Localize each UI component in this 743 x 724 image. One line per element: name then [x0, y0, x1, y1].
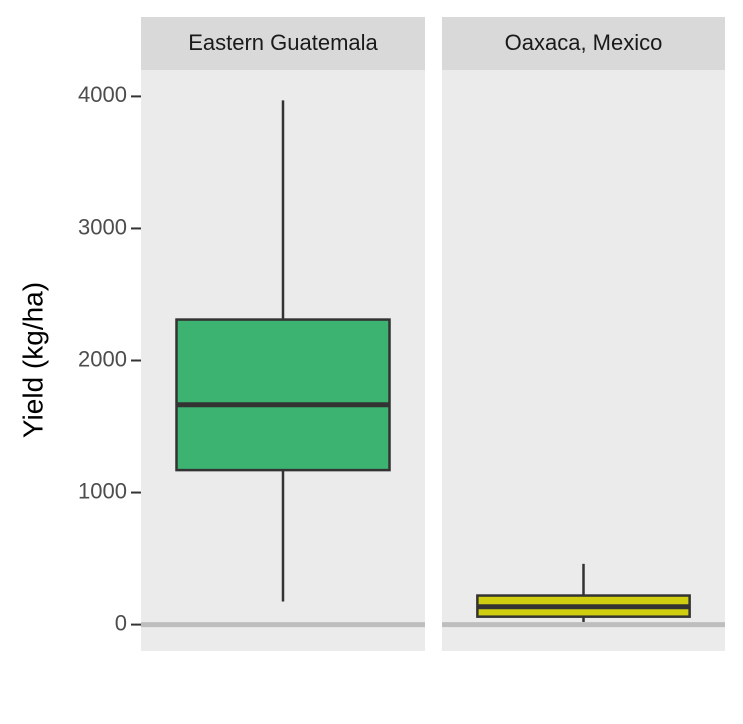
strip-label: Oaxaca, Mexico — [505, 30, 663, 55]
box — [175, 318, 391, 472]
y-tick-label: 1000 — [78, 478, 127, 503]
strip — [442, 17, 725, 70]
y-tick-label: 4000 — [78, 82, 127, 107]
y-tick-label: 2000 — [78, 346, 127, 371]
y-tick-label: 0 — [115, 610, 127, 635]
y-tick-label: 3000 — [78, 214, 127, 239]
panel-background — [442, 70, 725, 651]
y-axis-label: Yield (kg/ha) — [17, 282, 48, 438]
strip-label: Eastern Guatemala — [188, 30, 378, 55]
strip — [141, 17, 425, 70]
